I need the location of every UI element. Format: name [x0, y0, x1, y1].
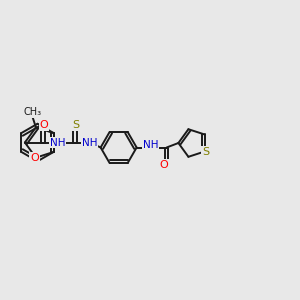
Text: O: O: [40, 120, 49, 130]
Text: NH: NH: [82, 137, 98, 148]
Text: NH: NH: [142, 140, 158, 149]
Text: O: O: [159, 160, 168, 170]
Text: S: S: [202, 146, 209, 157]
Text: CH₃: CH₃: [24, 107, 42, 117]
Text: O: O: [30, 153, 39, 163]
Text: NH: NH: [50, 137, 66, 148]
Text: S: S: [73, 120, 80, 130]
